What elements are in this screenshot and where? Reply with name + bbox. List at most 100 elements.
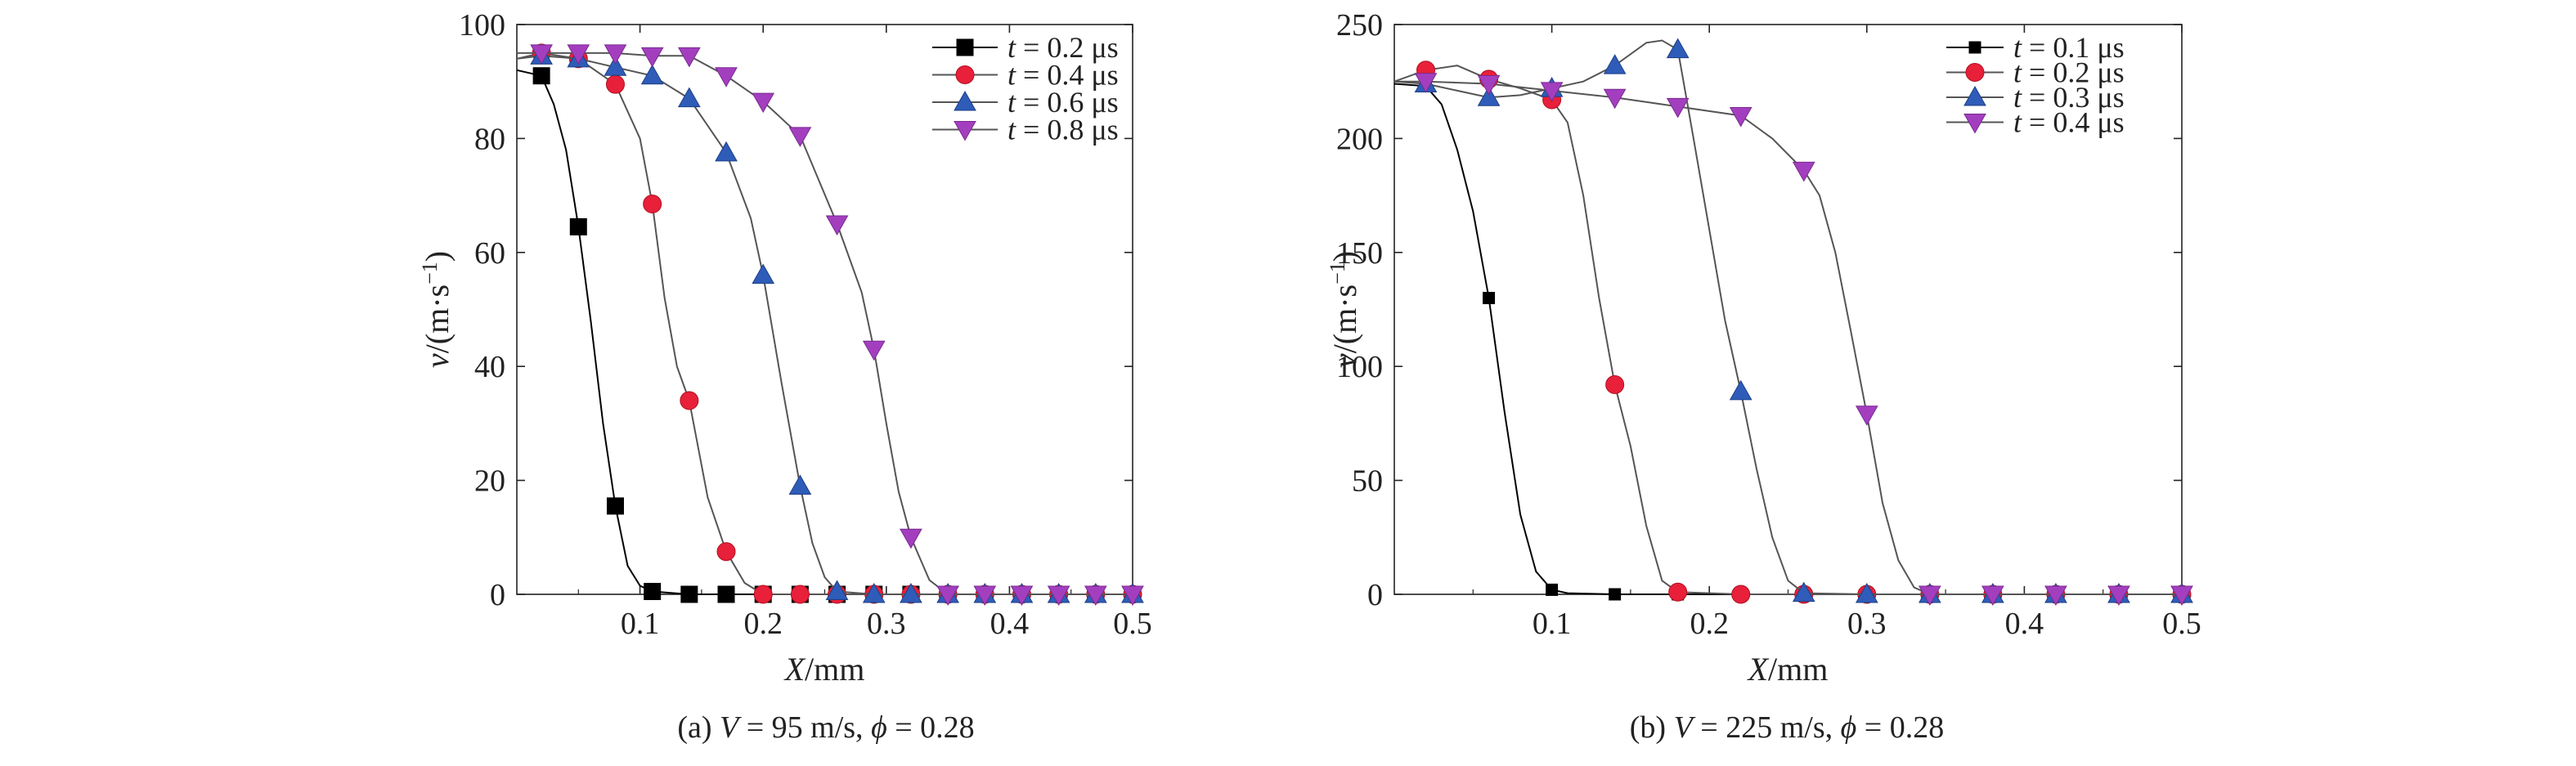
data-point (900, 528, 922, 549)
y-tick-label: 50 (1352, 464, 1383, 499)
data-point (677, 87, 701, 108)
y-tick-label: 80 (474, 122, 505, 156)
series-line (517, 52, 1133, 595)
data-point (604, 44, 627, 65)
data-point (825, 215, 849, 235)
y-tick-label: 100 (459, 8, 505, 43)
data-point (1729, 107, 1752, 128)
legend: t = 0.2 μst = 0.4 μst = 0.6 μst = 0.8 μs (932, 31, 1119, 146)
y-tick-label: 40 (474, 350, 505, 384)
data-point (862, 582, 886, 603)
data-point (1729, 379, 1752, 401)
panel-caption: (a) V = 95 m/s, ϕ = 0.28 (677, 710, 974, 745)
data-point (1981, 585, 2004, 607)
data-point (1666, 97, 1690, 119)
legend-label: t = 0.3 μs (2013, 81, 2125, 114)
x-tick-label: 0.1 (621, 607, 660, 641)
data-point (1477, 74, 1501, 96)
chart-panel-2: 0.1 0.2 0.3 0.4 0.5 0 50 100 150 200 250 X/mm v/(m·s… (1326, 8, 2201, 745)
x-tick-label: 0.5 (1113, 607, 1152, 641)
series-1 (516, 67, 1142, 603)
data-point (900, 582, 922, 603)
data-point (1792, 161, 1815, 182)
data-point (2044, 585, 2067, 607)
data-point (1121, 585, 1144, 607)
data-point (605, 74, 625, 94)
data-point (1792, 581, 1815, 602)
legend-label: t = 0.4 μs (2013, 106, 2125, 139)
data-point (677, 47, 701, 68)
legend-marker (1963, 114, 1986, 134)
data-point (753, 585, 773, 604)
panel-caption: (b) V = 225 m/s, ϕ = 0.28 (1630, 710, 1944, 745)
data-point (1603, 54, 1627, 74)
chart-panel-1: 0.1 0.2 0.3 0.4 0.5 0 20 40 60 80 100 X/mm v/(m·s−1)… (418, 8, 1152, 745)
legend-label: t = 0.1 μs (2013, 31, 2125, 64)
legend: t = 0.1 μst = 0.2 μst = 0.3 μst = 0.4 μs (1946, 31, 2125, 139)
data-point (604, 56, 627, 76)
legend-marker (955, 65, 975, 84)
data-point (790, 585, 810, 604)
data-point (752, 263, 775, 284)
data-point (752, 92, 775, 114)
data-point (644, 583, 662, 601)
y-tick-label: 250 (1336, 8, 1383, 43)
data-point (1603, 88, 1627, 110)
legend-label: t = 0.4 μs (1008, 59, 1119, 92)
legend-label: t = 0.8 μs (1008, 114, 1119, 146)
data-point (640, 64, 664, 85)
data-point (2170, 585, 2193, 607)
x-axis-label: X/mm (1747, 651, 1829, 688)
data-point (1477, 86, 1501, 106)
data-point (680, 391, 699, 410)
data-point (532, 67, 550, 85)
data-point (1666, 38, 1690, 59)
y-tick-label: 150 (1336, 236, 1383, 271)
data-point (1483, 292, 1496, 305)
data-point (567, 44, 590, 65)
data-point (715, 141, 738, 162)
legend-marker (1968, 41, 1981, 54)
data-point (715, 67, 738, 87)
data-point (569, 217, 587, 235)
y-tick-label: 100 (1336, 350, 1383, 384)
data-point (1540, 82, 1564, 102)
series-2 (1393, 60, 2192, 604)
data-point (936, 585, 959, 607)
x-tick-label: 0.4 (990, 607, 1030, 641)
legend-marker (1963, 85, 1986, 106)
data-point (973, 585, 997, 607)
data-point (788, 474, 812, 495)
data-point (1047, 585, 1070, 607)
series-4 (1394, 73, 2193, 607)
legend-marker (956, 38, 974, 56)
data-point (1731, 585, 1751, 604)
data-point (1855, 582, 1878, 603)
data-point (606, 497, 624, 515)
x-tick-label: 0.5 (2162, 607, 2201, 641)
x-tick-label: 0.3 (867, 607, 906, 641)
legend-marker (1965, 63, 1985, 82)
data-point (825, 580, 849, 601)
data-point (680, 585, 698, 603)
data-point (788, 127, 812, 147)
series-line (516, 69, 1133, 595)
y-axis-label: v/(m·s−1) (418, 251, 456, 368)
x-tick-label: 0.2 (1690, 607, 1729, 641)
data-point (1605, 375, 1625, 395)
y-tick-label: 0 (490, 578, 505, 612)
x-tick-label: 0.2 (743, 607, 783, 641)
data-point (1010, 585, 1034, 607)
series-line (1393, 83, 2182, 595)
data-point (643, 195, 662, 214)
y-tick-label: 20 (474, 464, 505, 499)
legend-label: t = 0.2 μs (1008, 31, 1119, 64)
data-point (1546, 583, 1559, 596)
data-point (1668, 582, 1688, 602)
legend-label: t = 0.2 μs (2013, 56, 2125, 89)
y-tick-label: 200 (1336, 122, 1383, 156)
x-tick-label: 0.4 (2005, 607, 2044, 641)
x-axis-label: X/mm (783, 651, 865, 688)
data-point (1609, 588, 1622, 601)
